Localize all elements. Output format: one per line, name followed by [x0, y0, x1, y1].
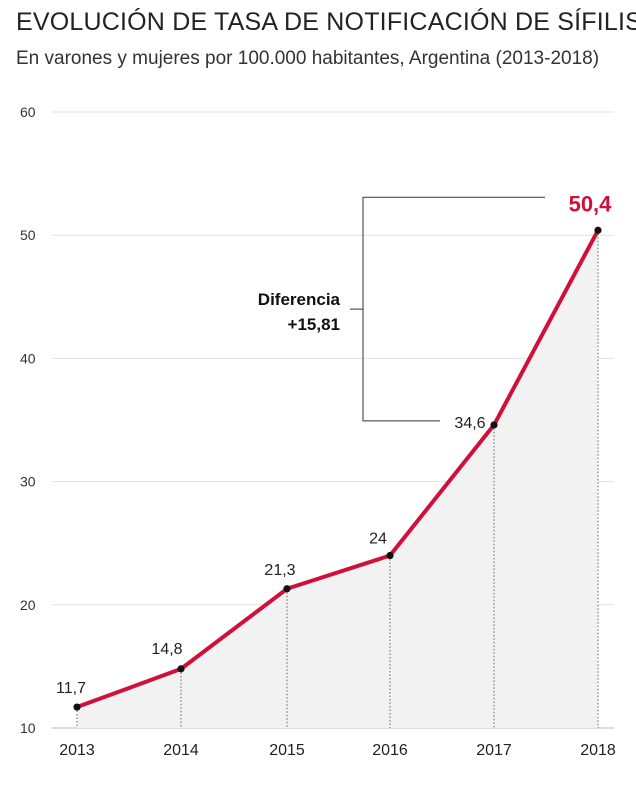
data-label: 50,4 [569, 191, 613, 216]
difference-annotation: Diferencia +15,81 [258, 196, 545, 422]
data-label: 14,8 [151, 641, 182, 658]
data-label: 24 [369, 531, 387, 548]
data-labels: 11,7 14,8 21,3 24 34,6 50,4 [56, 191, 612, 697]
y-tick-label: 40 [20, 350, 36, 366]
drop-lines [76, 230, 599, 728]
y-tick-label: 60 [20, 104, 36, 120]
y-tick-label: 30 [20, 474, 36, 490]
data-label: 34,6 [454, 415, 485, 432]
x-axis: 2013 2014 2015 2016 2017 2018 [59, 742, 616, 759]
data-point [283, 585, 291, 593]
data-point [73, 703, 81, 711]
annotation-value: +15,81 [288, 315, 340, 334]
data-point [490, 421, 498, 429]
chart-title: EVOLUCIÓN DE TASA DE NOTIFICACIÓN DE SÍF… [16, 8, 636, 36]
data-label: 21,3 [264, 562, 295, 579]
y-tick-label: 10 [20, 720, 36, 736]
series-polyline [75, 228, 600, 710]
data-point [177, 665, 185, 673]
annotation-label: Diferencia [258, 290, 341, 309]
chart-subtitle: En varones y mujeres por 100.000 habitan… [16, 48, 600, 69]
data-point [386, 551, 394, 560]
y-tick-label: 20 [20, 597, 36, 613]
x-tick-label: 2013 [59, 742, 95, 759]
y-tick-label: 50 [20, 227, 36, 243]
x-tick-label: 2017 [476, 742, 512, 759]
area-fill [77, 230, 598, 728]
x-tick-label: 2014 [163, 742, 199, 759]
area-path [77, 230, 598, 728]
data-point [594, 226, 602, 234]
x-tick-label: 2016 [372, 742, 408, 759]
x-tick-label: 2015 [269, 742, 305, 759]
data-points [73, 226, 602, 711]
series-line [75, 228, 600, 710]
data-label: 11,7 [56, 680, 86, 697]
x-tick-label: 2018 [580, 742, 616, 759]
